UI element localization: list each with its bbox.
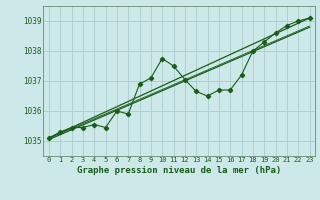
X-axis label: Graphe pression niveau de la mer (hPa): Graphe pression niveau de la mer (hPa) bbox=[77, 166, 281, 175]
